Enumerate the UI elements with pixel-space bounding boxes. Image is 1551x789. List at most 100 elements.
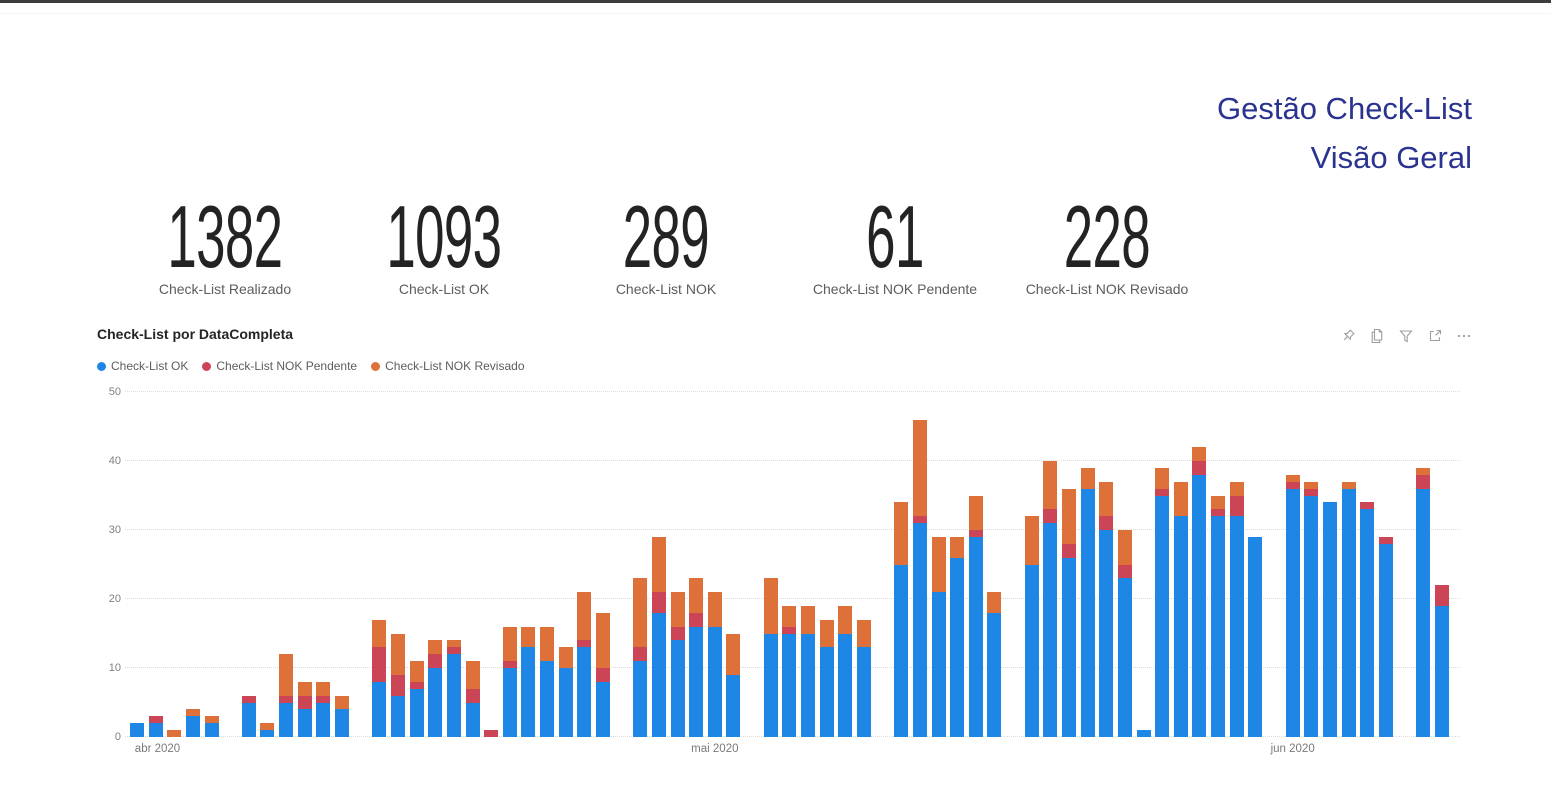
bar-slot-53[interactable] [1117, 530, 1132, 737]
bar-segment-nok-revisado[interactable] [670, 592, 685, 627]
bar-segment-nok-revisado[interactable] [1080, 467, 1095, 489]
bar-segment-ok[interactable] [297, 709, 312, 737]
bar-segment-nok-revisado[interactable] [838, 605, 853, 634]
bar-segment-nok-revisado[interactable] [279, 654, 294, 696]
bar-segment-ok[interactable] [801, 633, 816, 737]
bar-segment-nok-revisado[interactable] [894, 502, 909, 565]
bar-slot-55[interactable] [1155, 467, 1170, 737]
bar-segment-ok[interactable] [1341, 488, 1356, 737]
bar-slot-62[interactable] [1285, 474, 1300, 737]
bar-segment-nok-pendente[interactable] [372, 647, 387, 682]
bar-slot-27[interactable] [633, 578, 648, 737]
bar-segment-ok[interactable] [521, 647, 536, 737]
bar-slot-22[interactable] [540, 626, 555, 737]
bar-segment-nok-revisado[interactable] [1062, 488, 1076, 544]
bar-slot-11[interactable] [335, 695, 350, 737]
bar-slot-6[interactable] [241, 695, 256, 737]
bar-segment-nok-pendente[interactable] [148, 716, 163, 724]
bar-segment-nok-pendente[interactable] [1416, 474, 1431, 489]
bar-segment-nok-revisado[interactable] [260, 723, 275, 731]
bar-segment-nok-revisado[interactable] [409, 661, 424, 682]
bar-segment-nok-revisado[interactable] [502, 626, 517, 662]
bar-segment-nok-pendente[interactable] [633, 647, 648, 662]
bar-slot-19[interactable] [484, 730, 499, 737]
bar-segment-nok-revisado[interactable] [335, 695, 350, 710]
bar-segment-ok[interactable] [1304, 495, 1319, 737]
bar-segment-nok-pendente[interactable] [1304, 488, 1319, 496]
bar-slot-3[interactable] [185, 709, 200, 737]
bar-slot-25[interactable] [596, 612, 610, 737]
bar-slot-59[interactable] [1229, 481, 1244, 737]
bar-slot-36[interactable] [801, 605, 816, 737]
bar-segment-nok-revisado[interactable] [1173, 481, 1188, 517]
bar-segment-nok-pendente[interactable] [409, 681, 424, 689]
bar-segment-ok[interactable] [1416, 488, 1431, 737]
bar-segment-ok[interactable] [1024, 564, 1039, 737]
bar-segment-nok-revisado[interactable] [856, 619, 871, 648]
bar-slot-2[interactable] [167, 730, 182, 737]
bar-slot-54[interactable] [1136, 730, 1151, 737]
bar-segment-nok-pendente[interactable] [465, 688, 480, 703]
kpi-card-checklist-nok[interactable]: 289 Check-List NOK [536, 193, 796, 298]
bar-segment-ok[interactable] [670, 640, 685, 737]
bar-segment-ok[interactable] [409, 688, 424, 737]
bar-slot-15[interactable] [409, 661, 424, 737]
bar-segment-nok-revisado[interactable] [633, 578, 648, 648]
bar-segment-nok-revisado[interactable] [521, 626, 536, 648]
kpi-card-checklist-ok[interactable]: 1093 Check-List OK [314, 193, 574, 298]
bar-segment-nok-pendente[interactable] [446, 647, 461, 655]
bar-segment-nok-pendente[interactable] [1211, 509, 1226, 517]
bar-slot-10[interactable] [316, 681, 331, 737]
bar-segment-nok-revisado[interactable] [577, 592, 592, 641]
bar-segment-ok[interactable] [856, 647, 871, 737]
bar-slot-67[interactable] [1378, 536, 1393, 737]
bar-segment-ok[interactable] [1285, 488, 1300, 737]
bar-segment-ok[interactable] [1211, 516, 1226, 737]
bar-segment-nok-revisado[interactable] [726, 633, 741, 675]
bar-segment-nok-revisado[interactable] [1211, 495, 1226, 510]
bar-slot-38[interactable] [838, 605, 853, 737]
bar-slot-16[interactable] [428, 640, 443, 737]
bar-segment-nok-revisado[interactable] [446, 640, 461, 648]
bar-segment-nok-revisado[interactable] [1341, 481, 1356, 489]
bar-segment-nok-revisado[interactable] [1416, 467, 1431, 475]
bar-slot-46[interactable] [987, 592, 1002, 737]
bar-slot-21[interactable] [521, 626, 536, 737]
bar-segment-nok-revisado[interactable] [689, 578, 704, 613]
bar-slot-0[interactable] [130, 723, 144, 737]
bar-slot-35[interactable] [782, 605, 797, 737]
bar-segment-nok-pendente[interactable] [782, 626, 797, 634]
bar-slot-39[interactable] [856, 619, 871, 737]
bar-segment-nok-revisado[interactable] [372, 619, 387, 648]
bar-segment-ok[interactable] [912, 523, 927, 737]
bar-slot-17[interactable] [446, 640, 461, 737]
bar-segment-nok-pendente[interactable] [297, 695, 312, 710]
bar-segment-ok[interactable] [1360, 509, 1375, 737]
bar-segment-nok-revisado[interactable] [390, 633, 405, 675]
bar-segment-ok[interactable] [260, 730, 275, 737]
bar-segment-ok[interactable] [987, 612, 1002, 737]
bar-slot-50[interactable] [1062, 488, 1076, 737]
bar-slot-66[interactable] [1360, 502, 1375, 737]
copy-visual-icon[interactable] [1369, 328, 1385, 344]
focus-mode-icon[interactable] [1427, 328, 1443, 344]
bar-segment-nok-pendente[interactable] [596, 668, 610, 682]
bar-segment-nok-pendente[interactable] [1099, 516, 1114, 530]
bar-segment-ok[interactable] [689, 626, 704, 737]
bar-slot-41[interactable] [894, 502, 909, 737]
bar-segment-ok[interactable] [1434, 605, 1449, 737]
bar-slot-60[interactable] [1248, 536, 1263, 737]
pin-visual-icon[interactable] [1340, 328, 1356, 344]
bar-segment-ok[interactable] [428, 668, 443, 737]
bar-segment-nok-pendente[interactable] [912, 516, 927, 524]
bar-segment-nok-pendente[interactable] [1192, 461, 1207, 475]
bar-segment-ok[interactable] [465, 702, 480, 737]
legend-item-nok-revisado[interactable]: Check-List NOK Revisado [371, 359, 525, 373]
bar-slot-69[interactable] [1416, 467, 1431, 737]
bar-segment-nok-revisado[interactable] [1304, 481, 1319, 489]
bar-segment-nok-revisado[interactable] [801, 605, 816, 634]
bar-slot-32[interactable] [726, 633, 741, 737]
bar-slot-7[interactable] [260, 723, 275, 737]
kpi-card-checklist-nok-revisado[interactable]: 228 Check-List NOK Revisado [977, 193, 1237, 298]
more-options-icon[interactable] [1456, 328, 1472, 344]
